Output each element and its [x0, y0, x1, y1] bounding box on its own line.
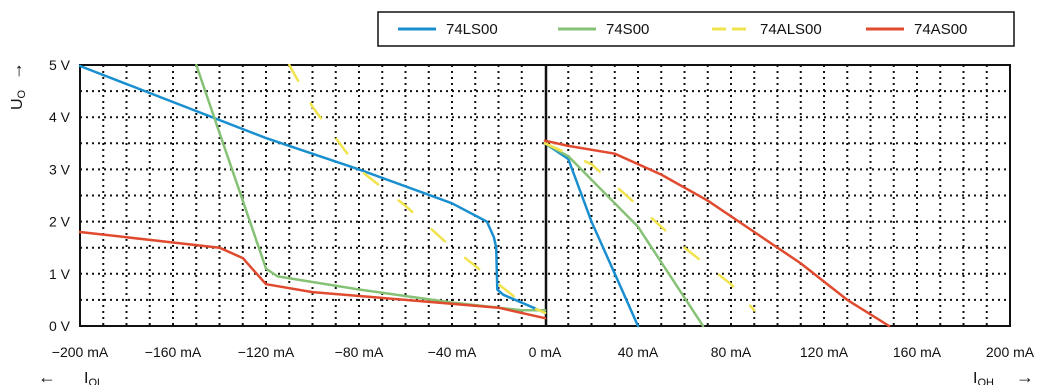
- y-tick-label: 2 V: [49, 214, 71, 230]
- series-line-74AS00-low: [78, 230, 547, 320]
- x-tick-label: −80 mA: [335, 344, 384, 360]
- y-tick-label: 0 V: [49, 318, 71, 334]
- tick-labels: 0 V 1 V 2 V 3 V 4 V 5 V −200 mA −160 mA −120 mA −…: [49, 57, 1035, 360]
- y-tick-label: 4 V: [49, 109, 71, 125]
- svg-text:IOL: IOL: [84, 370, 103, 385]
- x-tick-label: −40 mA: [428, 344, 477, 360]
- x-axis-right-arrow: →: [1016, 367, 1034, 385]
- x-tick-label: 80 mA: [711, 344, 752, 360]
- x-tick-label: −200 mA: [52, 344, 109, 360]
- series-line-74LS00-low: [78, 64, 547, 315]
- y-tick-label: 3 V: [49, 161, 71, 177]
- series-layer: [78, 63, 891, 328]
- axes: [79, 64, 1011, 327]
- x-axis-left-arrow: ←: [38, 367, 56, 385]
- svg-text:UO→: UO →: [6, 62, 28, 110]
- x-tick-label: 200 mA: [986, 344, 1035, 360]
- series-line-74ALS00-low: [288, 63, 547, 315]
- x-tick-label: 40 mA: [618, 344, 659, 360]
- x-axis-left-title-text: I: [84, 370, 88, 385]
- y-axis-arrow: →: [6, 62, 26, 80]
- x-axis-left-title: ← IOL: [38, 367, 103, 385]
- legend-box: [377, 11, 1015, 47]
- y-tick-label: 5 V: [49, 57, 71, 73]
- series-line-74LS00-high: [543, 142, 640, 328]
- x-tick-label: 0 mA: [529, 344, 562, 360]
- legend-label-74LS00: 74LS00: [446, 21, 498, 38]
- x-axis-left-title-subscript: OL: [88, 377, 103, 385]
- x-axis-right-title-subscript: OH: [977, 377, 994, 385]
- x-axis-right-title-text: I: [973, 370, 977, 385]
- x-tick-label: −160 mA: [145, 344, 202, 360]
- y-axis-title: UO →: [6, 62, 28, 110]
- series-line-74ALS00-high: [543, 142, 756, 312]
- y-axis-title-text: U: [9, 98, 26, 110]
- y-axis-title-subscript: O: [16, 89, 28, 98]
- x-axis-right-title: IOH →: [973, 367, 1034, 385]
- legend-label-74AS00: 74AS00: [914, 21, 967, 38]
- series-line-74AS00-high: [543, 139, 891, 328]
- y-tick-label: 1 V: [49, 266, 71, 282]
- x-tick-label: −120 mA: [238, 344, 295, 360]
- legend-label-74ALS00: 74ALS00: [760, 21, 822, 38]
- legend: 74LS00 74S00 74ALS00 74AS00: [377, 11, 1015, 47]
- legend-label-74S00: 74S00: [606, 21, 649, 38]
- svg-text:IOH: IOH: [973, 370, 994, 385]
- x-tick-label: 160 mA: [893, 344, 942, 360]
- x-tick-label: 120 mA: [800, 344, 849, 360]
